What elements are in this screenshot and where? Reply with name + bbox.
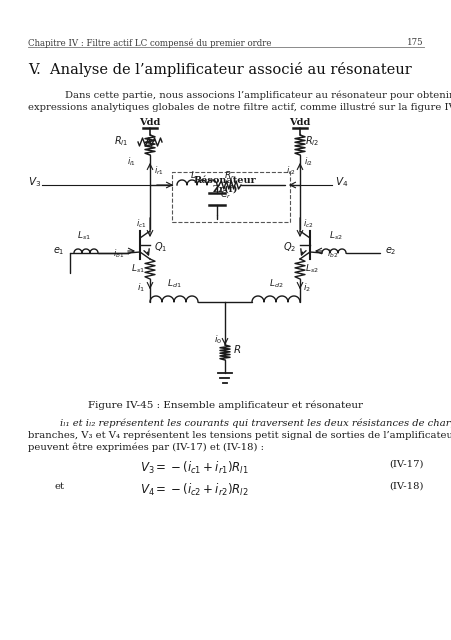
Text: $L_{d2}$: $L_{d2}$ xyxy=(268,278,283,290)
Text: Chapitre IV : Filtre actif LC compensé du premier ordre: Chapitre IV : Filtre actif LC compensé d… xyxy=(28,38,271,47)
Text: (IV-18): (IV-18) xyxy=(389,482,423,491)
Text: iₗ₁ et iₗ₂ représentent les courants qui traversent les deux résistances de char: iₗ₁ et iₗ₂ représentent les courants qui… xyxy=(60,418,451,428)
Text: Vdd: Vdd xyxy=(139,118,161,127)
Text: $i_{b2}$: $i_{b2}$ xyxy=(326,248,337,260)
Text: $V_3$: $V_3$ xyxy=(28,175,41,189)
Text: $R_r$: $R_r$ xyxy=(224,170,235,182)
Text: $V_4 = -(i_{c2} + i_{r2})R_{l2}$: $V_4 = -(i_{c2} + i_{r2})R_{l2}$ xyxy=(140,482,248,498)
Text: $V_3 = -(i_{c1} + i_{r1})R_{l1}$: $V_3 = -(i_{c1} + i_{r1})R_{l1}$ xyxy=(140,460,248,476)
Text: $i_{l1}$: $i_{l1}$ xyxy=(127,156,136,168)
Text: $i_{c1}$: $i_{c1}$ xyxy=(136,217,147,230)
Text: Résonateur: Résonateur xyxy=(193,176,256,185)
Text: $i_1$: $i_1$ xyxy=(137,282,145,294)
Text: $V_4$: $V_4$ xyxy=(334,175,348,189)
Text: $R_{l1}$: $R_{l1}$ xyxy=(114,134,128,148)
Text: $L_{s1}$: $L_{s1}$ xyxy=(77,230,91,242)
Text: $i_0$: $i_0$ xyxy=(213,333,221,346)
Text: Zr(f): Zr(f) xyxy=(212,185,237,194)
Text: $L_{s2}$: $L_{s2}$ xyxy=(304,263,318,275)
Text: 175: 175 xyxy=(406,38,423,47)
Text: Dans cette partie, nous associons l’amplificateur au résonateur pour obtenir les: Dans cette partie, nous associons l’ampl… xyxy=(65,90,451,99)
Text: $i_2$: $i_2$ xyxy=(302,282,310,294)
Text: branches, V₃ et V₄ représentent les tensions petit signal de sorties de l’amplif: branches, V₃ et V₄ représentent les tens… xyxy=(28,430,451,440)
Text: Vdd: Vdd xyxy=(289,118,310,127)
Text: $i_{l2}$: $i_{l2}$ xyxy=(304,156,313,168)
Text: expressions analytiques globales de notre filtre actif, comme illustré sur la fi: expressions analytiques globales de notr… xyxy=(28,102,451,111)
Text: $C_r$: $C_r$ xyxy=(220,189,231,201)
Text: $Q_2$: $Q_2$ xyxy=(282,240,295,254)
Text: $i_{r2}$: $i_{r2}$ xyxy=(285,164,295,177)
Text: et: et xyxy=(55,482,65,491)
Text: V.  Analyse de l’amplificateur associé au résonateur: V. Analyse de l’amplificateur associé au… xyxy=(28,62,411,77)
Text: $i_{b1}$: $i_{b1}$ xyxy=(113,248,124,260)
Text: $i_{r1}$: $i_{r1}$ xyxy=(154,164,164,177)
Text: $e_2$: $e_2$ xyxy=(384,245,396,257)
Text: $L_r$: $L_r$ xyxy=(189,170,199,182)
Text: $R_{l2}$: $R_{l2}$ xyxy=(304,134,318,148)
Text: (IV-17): (IV-17) xyxy=(389,460,423,469)
Text: peuvent être exprimées par (IV-17) et (IV-18) :: peuvent être exprimées par (IV-17) et (I… xyxy=(28,442,263,451)
Text: $R$: $R$ xyxy=(232,343,241,355)
Text: Figure IV-45 : Ensemble amplificateur et résonateur: Figure IV-45 : Ensemble amplificateur et… xyxy=(88,400,363,410)
Text: $L_{s1}$: $L_{s1}$ xyxy=(131,263,145,275)
Text: $Q_1$: $Q_1$ xyxy=(154,240,167,254)
Text: $i_{c2}$: $i_{c2}$ xyxy=(302,217,313,230)
Text: $e_1$: $e_1$ xyxy=(53,245,65,257)
Text: $L_{d1}$: $L_{d1}$ xyxy=(166,278,181,290)
Bar xyxy=(172,172,290,222)
Text: $L_{s2}$: $L_{s2}$ xyxy=(328,230,342,242)
